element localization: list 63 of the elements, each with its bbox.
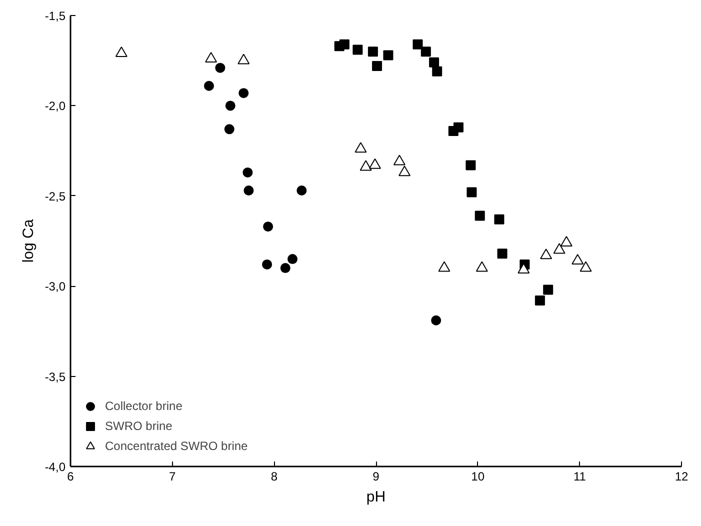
x-tick-label: 8: [270, 470, 278, 484]
point: [494, 214, 504, 224]
point: [244, 185, 254, 196]
point: [224, 124, 234, 134]
point: [466, 187, 477, 198]
point: [262, 259, 272, 270]
point: [280, 263, 290, 274]
point: [540, 248, 552, 260]
x-tick-label: 12: [674, 470, 688, 484]
legend-label: SWRO brine: [105, 418, 172, 434]
point: [448, 126, 458, 136]
point: [372, 61, 382, 72]
point: [296, 185, 307, 196]
point: [287, 254, 298, 264]
point: [466, 160, 476, 170]
x-tick-label: 6: [67, 470, 74, 484]
y-tick-label: -3,0: [44, 280, 66, 294]
point: [431, 315, 442, 326]
point: [518, 263, 530, 274]
point: [420, 46, 431, 57]
point: [360, 160, 372, 171]
legend-label: Collector brine: [105, 398, 182, 414]
y-axis-title: log Ca: [20, 218, 37, 263]
point: [225, 100, 236, 111]
point: [354, 142, 367, 153]
point: [572, 254, 584, 265]
point: [432, 66, 442, 76]
point: [368, 158, 381, 169]
y-tick-label: -4,0: [44, 460, 66, 474]
y-tick-label: -2,0: [44, 99, 66, 114]
point: [553, 243, 566, 254]
point: [263, 222, 274, 232]
point: [560, 236, 572, 246]
legend-label: Concentrated SWRO brine: [105, 438, 248, 454]
point: [368, 46, 378, 57]
point: [534, 296, 545, 306]
point: [412, 39, 423, 50]
point: [543, 284, 554, 295]
y-tick-label: -2,5: [44, 189, 66, 204]
point: [339, 39, 350, 50]
point: [476, 261, 488, 272]
x-tick-label: 10: [471, 470, 485, 484]
point: [438, 261, 450, 272]
point: [238, 54, 250, 64]
x-axis-title: pH: [366, 488, 386, 506]
point: [398, 166, 411, 176]
point: [238, 88, 249, 98]
point: [497, 248, 508, 259]
y-tick-label: -1,5: [44, 9, 66, 23]
point: [429, 57, 440, 68]
x-tick-label: 7: [168, 470, 176, 484]
point: [393, 154, 406, 166]
point: [352, 44, 363, 55]
x-tick-label: 9: [372, 470, 380, 484]
point: [115, 46, 128, 58]
point: [242, 167, 253, 178]
x-tick-label: 11: [573, 470, 586, 484]
point: [580, 261, 592, 272]
point: [383, 50, 394, 60]
point: [215, 62, 226, 73]
y-tick-label: -3,5: [44, 370, 66, 384]
point: [474, 210, 485, 221]
point: [204, 80, 214, 91]
